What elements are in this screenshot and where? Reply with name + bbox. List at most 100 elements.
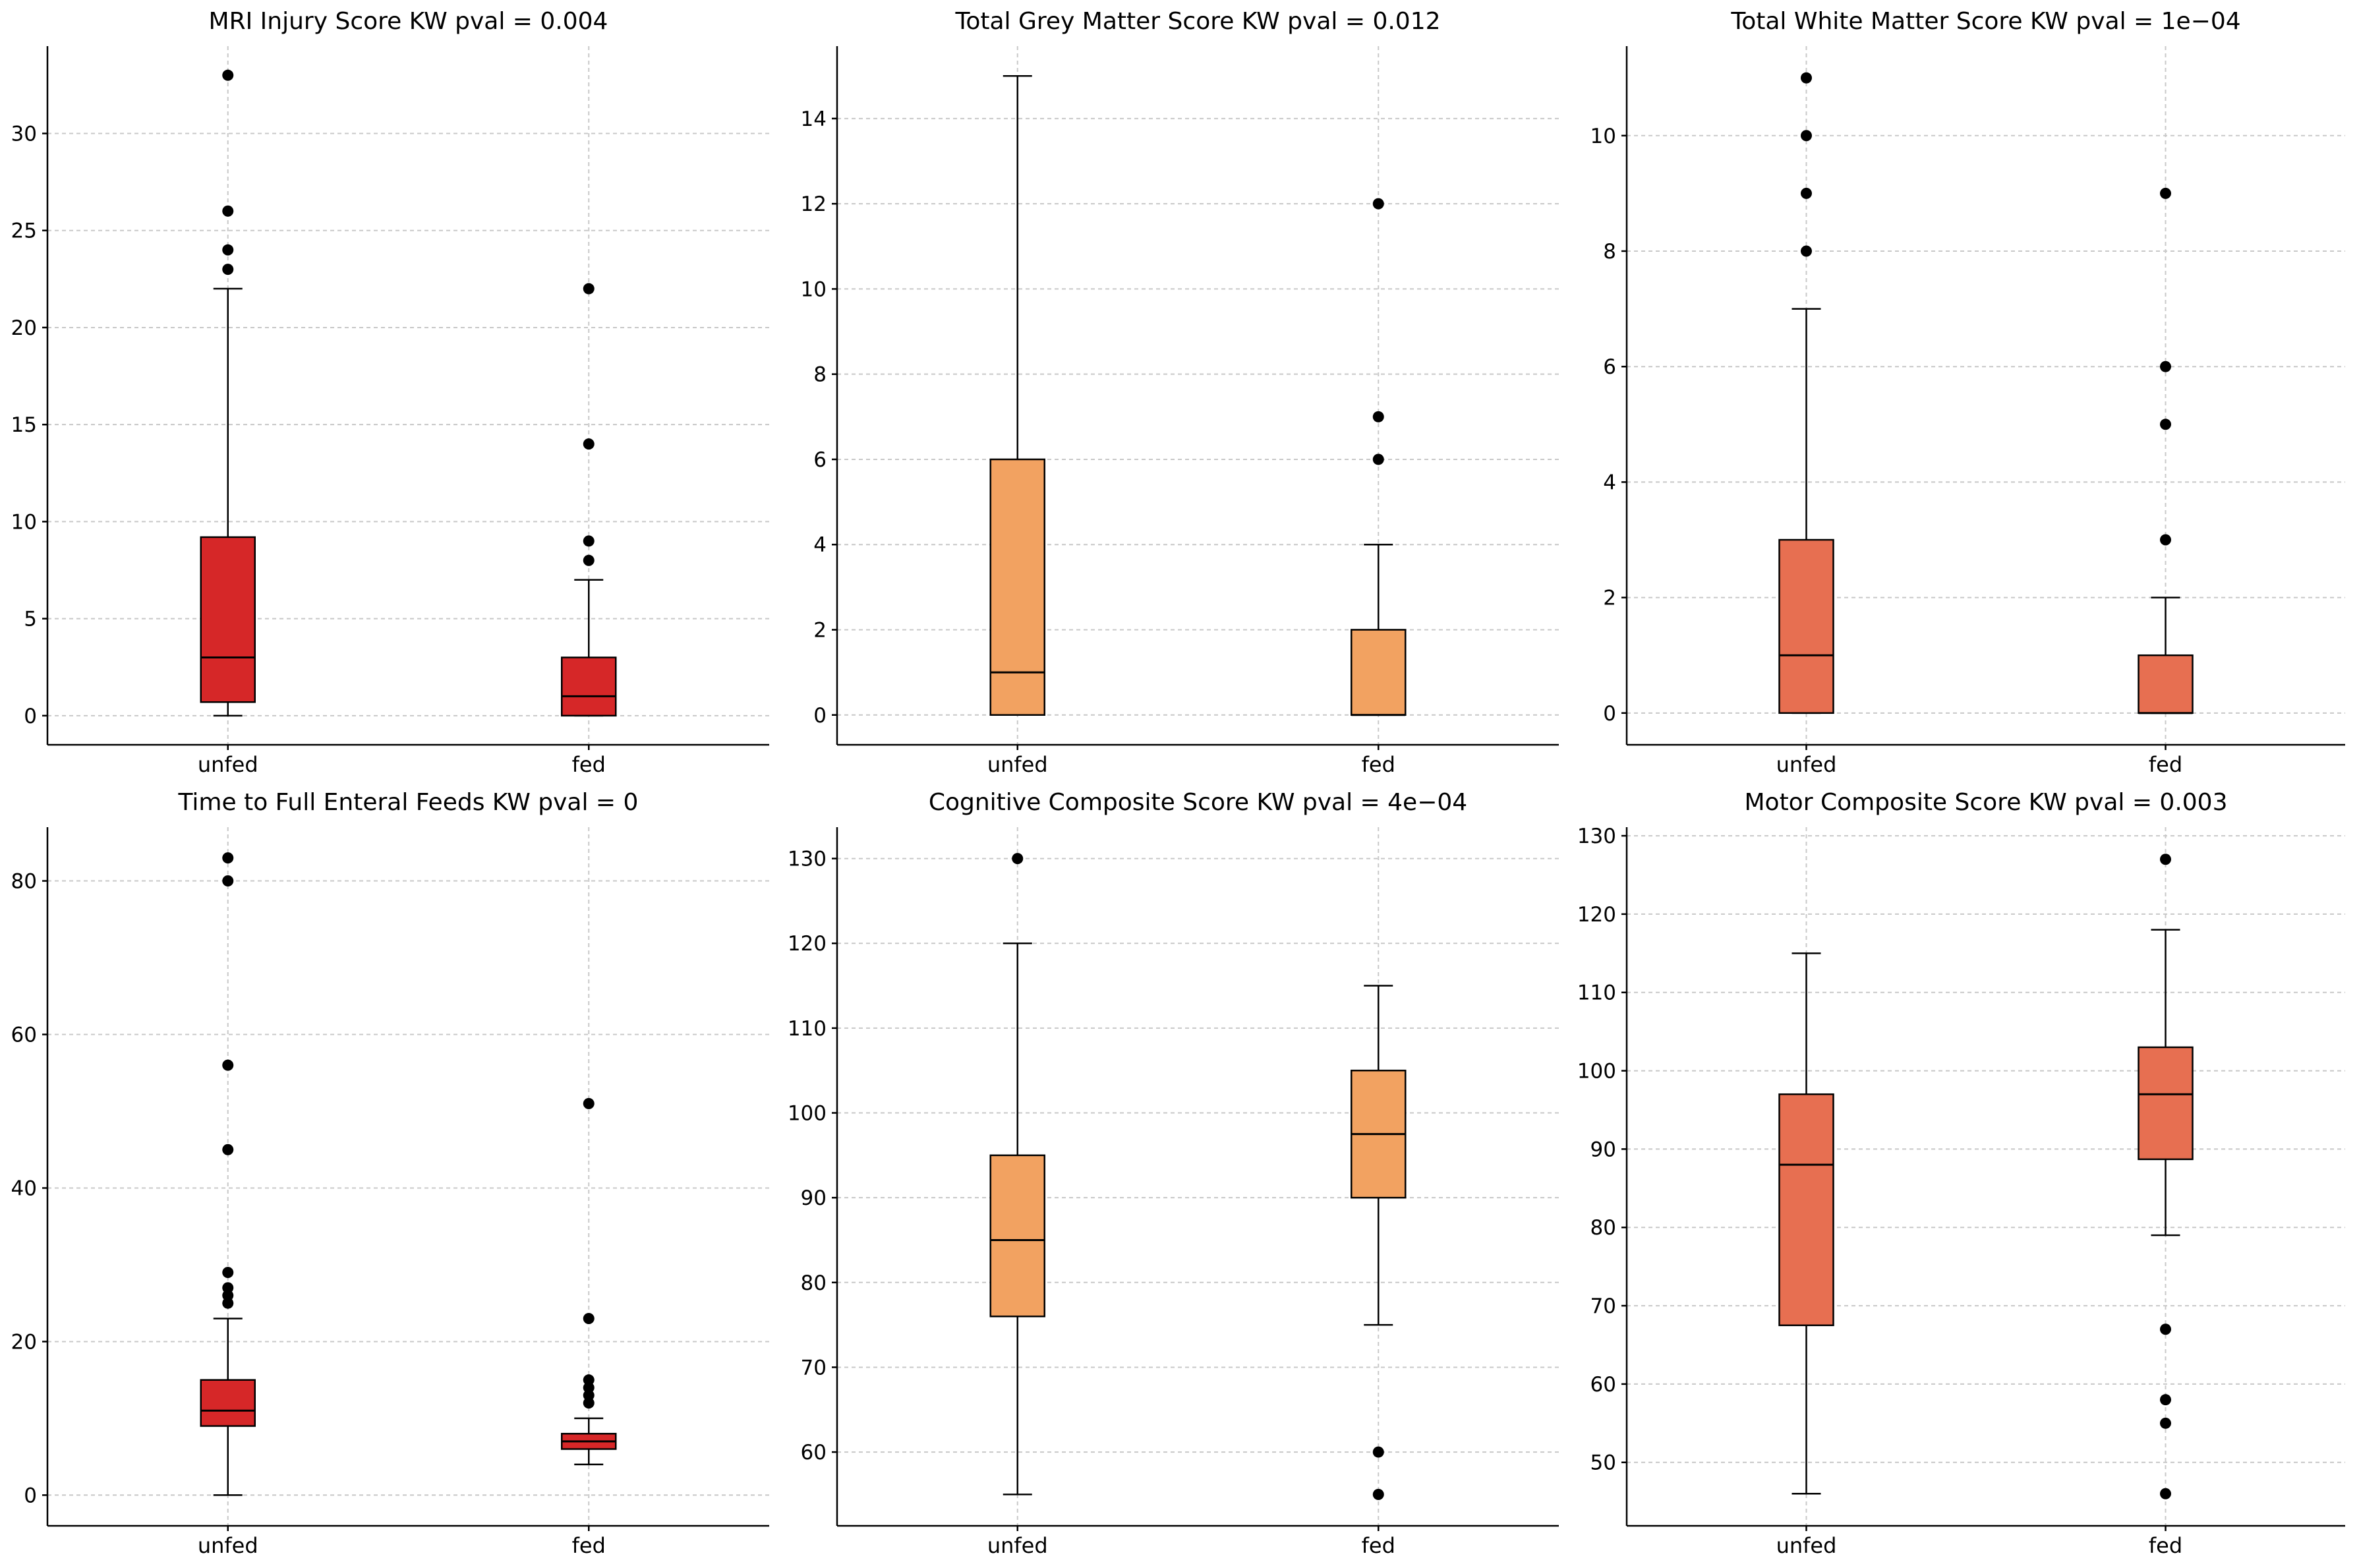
y-tick-label: 80 bbox=[11, 870, 37, 894]
y-tick-label: 20 bbox=[11, 316, 37, 340]
y-tick-label: 120 bbox=[1577, 903, 1616, 927]
box-plot-unfed bbox=[200, 69, 256, 717]
chart-panel: 0 5 10 15 20 25 30 unfed fed MRI Injury Score KW … bbox=[11, 8, 769, 777]
box-body bbox=[989, 458, 1045, 716]
box-plot-unfed bbox=[989, 74, 1045, 716]
outlier-point bbox=[1801, 245, 1812, 257]
outlier-point bbox=[1372, 198, 1384, 210]
outlier-point bbox=[2160, 1394, 2171, 1406]
outlier-point bbox=[1372, 1446, 1384, 1458]
outlier-point bbox=[222, 875, 234, 887]
outlier-point bbox=[222, 1059, 234, 1071]
box-body bbox=[200, 1379, 256, 1427]
box-body bbox=[200, 536, 256, 703]
y-tick-label: 130 bbox=[1577, 825, 1616, 848]
outlier-point bbox=[583, 438, 595, 450]
outlier-point bbox=[583, 1097, 595, 1109]
box-body bbox=[989, 1154, 1045, 1318]
outlier-point bbox=[222, 1144, 234, 1155]
y-tick-label: 14 bbox=[801, 107, 827, 131]
chart-title: Motor Composite Score KW pval = 0.003 bbox=[1744, 789, 2227, 816]
outlier-point bbox=[222, 205, 234, 217]
y-tick-label: 90 bbox=[801, 1186, 827, 1210]
outlier-point bbox=[222, 1297, 234, 1309]
outlier-point bbox=[2160, 1417, 2171, 1429]
y-tick-label: 25 bbox=[11, 219, 37, 243]
y-tick-label: 8 bbox=[813, 363, 827, 387]
x-tick-label: fed bbox=[572, 1533, 606, 1558]
box-plot-fed bbox=[1351, 198, 1407, 716]
y-tick-label: 10 bbox=[1590, 125, 1616, 148]
outlier-point bbox=[1372, 453, 1384, 465]
chart-title: Total Grey Matter Score KW pval = 0.012 bbox=[954, 8, 1440, 35]
outlier-point bbox=[222, 244, 234, 256]
box-body bbox=[561, 656, 617, 717]
box-body bbox=[1778, 1093, 1834, 1327]
outlier-point bbox=[583, 1374, 595, 1386]
y-tick-label: 120 bbox=[788, 932, 827, 956]
outlier-point bbox=[2160, 361, 2171, 372]
y-tick-label: 50 bbox=[1590, 1451, 1616, 1475]
y-tick-label: 60 bbox=[11, 1024, 37, 1047]
y-tick-label: 6 bbox=[813, 448, 827, 472]
outlier-point bbox=[583, 283, 595, 295]
outlier-point bbox=[583, 1381, 595, 1393]
outlier-point bbox=[583, 1389, 595, 1401]
x-tick-label: fed bbox=[572, 752, 606, 777]
x-tick-label: fed bbox=[2149, 752, 2182, 777]
outlier-point bbox=[1372, 411, 1384, 422]
x-tick-label: fed bbox=[1362, 1533, 1395, 1558]
chart-panel: 60 70 80 90 100 110 120 130 unfed fed Cognitive Co… bbox=[788, 789, 1559, 1558]
x-tick-label: unfed bbox=[1776, 1533, 1837, 1558]
y-tick-label: 70 bbox=[1590, 1294, 1616, 1318]
y-tick-label: 12 bbox=[801, 192, 827, 216]
y-tick-label: 100 bbox=[1577, 1060, 1616, 1084]
x-tick-label: unfed bbox=[987, 752, 1048, 777]
box-plot-unfed bbox=[1778, 952, 1834, 1495]
y-tick-label: 0 bbox=[24, 1484, 37, 1507]
outlier-point bbox=[2160, 187, 2171, 199]
box-plot-unfed bbox=[989, 853, 1045, 1495]
box-plot-unfed bbox=[1778, 72, 1834, 714]
y-tick-label: 2 bbox=[813, 618, 827, 642]
y-tick-label: 5 bbox=[24, 608, 37, 631]
y-tick-label: 4 bbox=[1603, 471, 1616, 494]
x-tick-label: unfed bbox=[1776, 752, 1837, 777]
outlier-point bbox=[222, 1290, 234, 1302]
outlier-point bbox=[1012, 853, 1024, 865]
chart-panel: 0 2 4 6 8 10 unfed fed Total White Matter Score … bbox=[1590, 8, 2345, 777]
y-tick-label: 0 bbox=[813, 704, 827, 728]
y-tick-label: 30 bbox=[11, 123, 37, 146]
y-tick-label: 0 bbox=[24, 705, 37, 728]
outlier-point bbox=[2160, 534, 2171, 546]
box-body bbox=[2138, 654, 2194, 714]
y-tick-label: 4 bbox=[813, 533, 827, 557]
x-tick-label: unfed bbox=[987, 1533, 1048, 1558]
y-tick-label: 60 bbox=[1590, 1373, 1616, 1397]
outlier-point bbox=[2160, 1323, 2171, 1335]
chart-title: Cognitive Composite Score KW pval = 4e−0… bbox=[929, 789, 1467, 816]
x-tick-label: unfed bbox=[198, 752, 258, 777]
box-body bbox=[2138, 1046, 2194, 1161]
outlier-point bbox=[583, 535, 595, 547]
outlier-point bbox=[222, 264, 234, 276]
chart-title: Total White Matter Score KW pval = 1e−04 bbox=[1730, 8, 2240, 35]
outlier-point bbox=[1372, 1488, 1384, 1500]
y-tick-label: 8 bbox=[1603, 240, 1616, 264]
chart-title: Time to Full Enteral Feeds KW pval = 0 bbox=[178, 789, 639, 816]
chart-title: MRI Injury Score KW pval = 0.004 bbox=[209, 8, 608, 35]
outlier-point bbox=[1801, 130, 1812, 142]
y-tick-label: 0 bbox=[1603, 702, 1616, 726]
box-plot-fed bbox=[2138, 187, 2194, 714]
outlier-point bbox=[222, 69, 234, 81]
outlier-point bbox=[222, 852, 234, 864]
y-tick-label: 100 bbox=[788, 1102, 827, 1126]
y-tick-label: 10 bbox=[801, 277, 827, 301]
y-tick-label: 80 bbox=[1590, 1216, 1616, 1240]
y-tick-label: 70 bbox=[801, 1356, 827, 1379]
y-tick-label: 110 bbox=[788, 1017, 827, 1041]
y-tick-label: 130 bbox=[788, 848, 827, 871]
y-tick-label: 60 bbox=[801, 1441, 827, 1465]
box-plot-fed bbox=[561, 283, 617, 717]
y-tick-label: 40 bbox=[11, 1176, 37, 1200]
